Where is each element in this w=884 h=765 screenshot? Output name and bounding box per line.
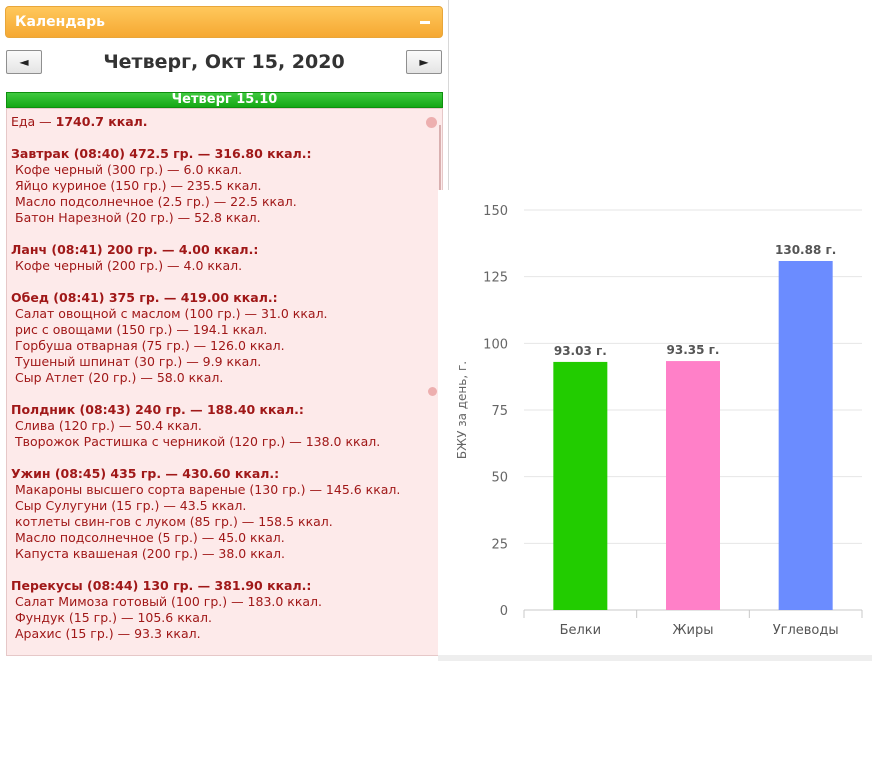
y-tick-label: 150: [483, 204, 508, 219]
prev-day-button[interactable]: ◄: [6, 50, 42, 74]
spacer: [11, 130, 442, 146]
meal-item[interactable]: Масло подсолнечное (5 гр.) — 45.0 ккал.: [15, 530, 285, 545]
y-tick-label: 0: [500, 604, 508, 619]
minus-icon[interactable]: [420, 21, 430, 24]
meal-item[interactable]: Фундук (15 гр.) — 105.6 ккал.: [15, 610, 212, 625]
meal-list: Завтрак (08:40) 472.5 гр. — 316.80 ккал.…: [11, 130, 442, 642]
calendar-panel: Календарь ◄ Четверг, Окт 15, 2020 ► Четв…: [0, 0, 449, 658]
meal-item[interactable]: Арахис (15 гр.) — 93.3 ккал.: [15, 626, 201, 641]
meal-header[interactable]: Ланч (08:41) 200 гр. — 4.00 ккал.:: [11, 242, 259, 257]
meal-item[interactable]: Кофе черный (300 гр.) — 6.0 ккал.: [15, 162, 243, 177]
meal-item[interactable]: Кофе черный (200 гр.) — 4.0 ккал.: [15, 258, 243, 273]
meal-item[interactable]: Батон Нарезной (20 гр.) — 52.8 ккал.: [15, 210, 261, 225]
food-diary: Еда — 1740.7 ккал. Завтрак (08:40) 472.5…: [6, 108, 443, 656]
spacer: [11, 226, 442, 242]
spacer: [11, 274, 442, 290]
bar-value-label: 93.35 г.: [667, 343, 720, 357]
y-tick-label: 125: [483, 271, 508, 286]
meal-header[interactable]: Завтрак (08:40) 472.5 гр. — 316.80 ккал.…: [11, 146, 312, 161]
apple-icon[interactable]: [426, 117, 437, 128]
meal-item[interactable]: Салат Мимоза готовый (100 гр.) — 183.0 к…: [15, 594, 323, 609]
meal-item[interactable]: Салат овощной с маслом (100 гр.) — 31.0 …: [15, 306, 328, 321]
next-day-button[interactable]: ►: [406, 50, 442, 74]
food-total-label: Еда —: [11, 114, 56, 129]
x-tick-label: Белки: [560, 623, 602, 638]
bar-value-label: 130.88 г.: [775, 243, 836, 257]
food-total-value: 1740.7 ккал.: [55, 114, 148, 129]
calendar-header[interactable]: Календарь: [5, 6, 443, 38]
current-date: Четверг, Окт 15, 2020: [103, 51, 345, 73]
meal-item[interactable]: рис с овощами (150 гр.) — 194.1 ккал.: [15, 322, 268, 337]
bar-value-label: 93.03 г.: [554, 344, 607, 358]
meal-item[interactable]: Макароны высшего сорта вареные (130 гр.)…: [15, 482, 401, 497]
meal-header[interactable]: Перекусы (08:44) 130 гр. — 381.90 ккал.:: [11, 578, 312, 593]
y-tick-label: 50: [491, 471, 508, 486]
y-tick-label: 75: [491, 404, 508, 419]
x-tick-label: Жиры: [673, 623, 714, 638]
spacer: [11, 450, 442, 466]
y-tick-label: 25: [491, 537, 508, 552]
macros-chart-svg: 0 25 50 75 100 125 150 БЖУ за день, г. 93.03 г. Б…: [455, 204, 863, 638]
meal-header[interactable]: Обед (08:41) 375 гр. — 419.00 ккал.:: [11, 290, 278, 305]
meal-item[interactable]: Яйцо куриное (150 гр.) — 235.5 ккал.: [15, 178, 262, 193]
day-label: Четверг 15.10: [6, 92, 443, 108]
y-tick-label: 100: [483, 337, 508, 352]
chart-shadow: [438, 655, 872, 661]
y-axis-label: БЖУ за день, г.: [455, 361, 469, 459]
macros-chart: 0 25 50 75 100 125 150 БЖУ за день, г. 93.03 г. Б…: [438, 190, 872, 658]
spacer: [11, 562, 442, 578]
bar[interactable]: [666, 361, 720, 610]
x-tick-label: Углеводы: [773, 623, 839, 638]
meal-header[interactable]: Полдник (08:43) 240 гр. — 188.40 ккал.:: [11, 402, 304, 417]
meal-item[interactable]: Сыр Атлет (20 гр.) — 58.0 ккал.: [15, 370, 224, 385]
meal-item[interactable]: Сыр Сулугуни (15 гр.) — 43.5 ккал.: [15, 498, 247, 513]
meal-item[interactable]: Горбуша отварная (75 гр.) — 126.0 ккал.: [15, 338, 285, 353]
calendar-title: Календарь: [15, 14, 105, 30]
meal-item[interactable]: Тушеный шпинат (30 гр.) — 9.9 ккал.: [15, 354, 262, 369]
apple-icon[interactable]: [428, 387, 437, 396]
meal-item[interactable]: Масло подсолнечное (2.5 гр.) — 22.5 ккал…: [15, 194, 297, 209]
spacer: [11, 386, 442, 402]
meal-item[interactable]: Слива (120 гр.) — 50.4 ккал.: [15, 418, 202, 433]
bar[interactable]: [553, 361, 608, 610]
bar[interactable]: [778, 260, 833, 610]
meal-header[interactable]: Ужин (08:45) 435 гр. — 430.60 ккал.:: [11, 466, 280, 481]
meal-item[interactable]: Творожок Растишка с черникой (120 гр.) —…: [15, 434, 381, 449]
meal-item[interactable]: котлеты свин-гов с луком (85 гр.) — 158.…: [15, 514, 333, 529]
food-total: Еда — 1740.7 ккал.: [11, 114, 442, 130]
meal-item[interactable]: Капуста квашеная (200 гр.) — 38.0 ккал.: [15, 546, 285, 561]
